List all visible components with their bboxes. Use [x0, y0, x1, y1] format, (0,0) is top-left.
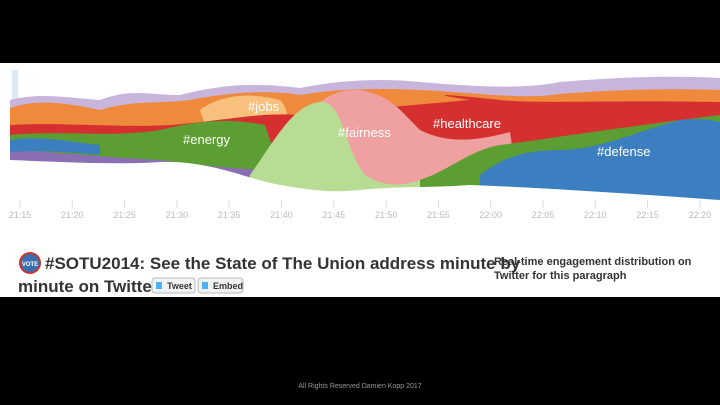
title-line-2: minute on Twitter — [18, 277, 159, 296]
x-tick-label: 21:55 — [427, 210, 450, 220]
stream-bottom-gray — [10, 160, 720, 210]
x-tick-label: 22:05 — [532, 210, 555, 220]
stream-label: #defense — [597, 144, 651, 159]
x-tick-label: 22:15 — [636, 210, 659, 220]
x-tick-label: 21:35 — [218, 210, 241, 220]
stream-label: #jobs — [248, 99, 280, 114]
x-tick-label: 21:30 — [166, 210, 189, 220]
x-tick-label: 21:50 — [375, 210, 398, 220]
x-tick-label: 21:40 — [270, 210, 293, 220]
badge-text: VOTE — [22, 262, 38, 268]
stream-blue-left — [10, 138, 100, 155]
badge — [19, 252, 41, 274]
x-tick-label: 22:10 — [584, 210, 607, 220]
stream-label: #energy — [183, 132, 230, 147]
x-tick-label: 21:25 — [113, 210, 136, 220]
x-tick-label: 21:20 — [61, 210, 84, 220]
x-tick-label: 22:20 — [689, 210, 712, 220]
stream-blue — [480, 119, 720, 200]
tweet-label[interactable]: Tweet — [167, 281, 192, 291]
title-line-1: #SOTU2014: See the State of The Union ad… — [45, 254, 521, 273]
stream-light-green — [250, 101, 420, 200]
caption-line-1: Real-time engagement distribution on — [494, 256, 692, 268]
caption-line-2: Twitter for this paragraph — [494, 270, 627, 282]
streamgraph — [10, 76, 720, 210]
x-tick-label: 21:45 — [323, 210, 346, 220]
tweet-icon — [156, 282, 162, 289]
footer: All Rights Reserved Damien Kopp 2017 — [298, 383, 421, 390]
stream-label: #fairness — [338, 125, 391, 140]
stream-dark-green — [10, 120, 280, 170]
embed-button[interactable] — [197, 277, 244, 294]
stream-label: #healthcare — [433, 116, 501, 131]
embed-label[interactable]: Embed — [213, 281, 243, 291]
x-tick-label: 22:00 — [479, 210, 502, 220]
x-tick-label: 21:15 — [9, 210, 32, 220]
tweet-button[interactable] — [151, 277, 196, 294]
embed-icon — [202, 282, 208, 289]
